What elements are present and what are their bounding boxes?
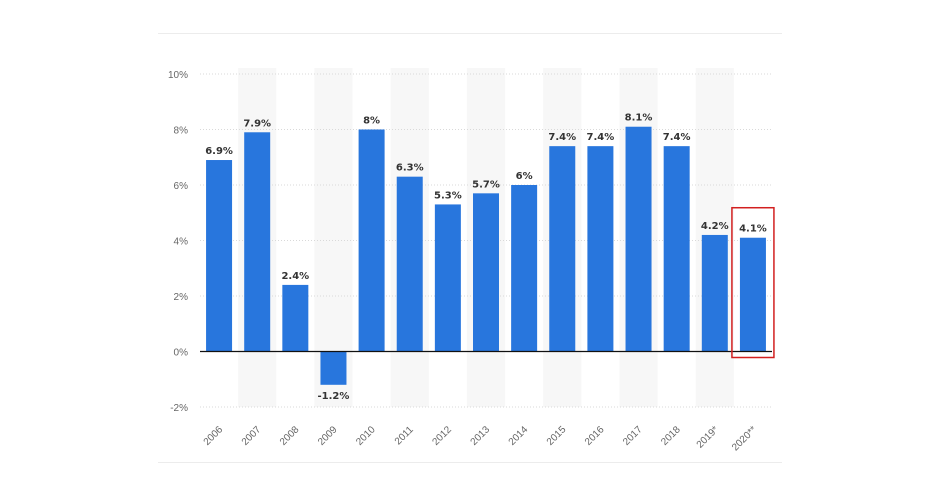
x-tick-label-2011: 2011 <box>393 424 416 447</box>
data-label-2006: 6.9% <box>205 146 233 157</box>
bar-2015[interactable] <box>549 146 576 352</box>
x-tick-label-2015: 2015 <box>545 424 569 448</box>
x-tick-label-2018: 2018 <box>659 424 683 448</box>
data-label-2018: 7.4% <box>663 132 691 143</box>
highlight <box>731 206 775 359</box>
data-label-2011: 6.3% <box>396 163 424 174</box>
y-tick-label: 10% <box>168 70 188 81</box>
x-tick-label-2019*: 2019* <box>695 424 721 450</box>
bar-2006[interactable] <box>206 160 233 352</box>
bar-2014[interactable] <box>511 185 538 352</box>
data-label-2015: 7.4% <box>548 132 576 143</box>
x-tick-label-2014: 2014 <box>507 424 531 448</box>
x-tick-label-2007: 2007 <box>240 424 264 448</box>
data-label-2014: 6% <box>516 171 533 182</box>
data-label-2016: 7.4% <box>587 132 615 143</box>
bar-2016[interactable] <box>587 146 614 352</box>
data-label-2010: 8% <box>363 116 380 127</box>
y-tick-label: -2% <box>170 403 188 414</box>
x-tick-label-2013: 2013 <box>469 424 493 448</box>
x-tick-label-2016: 2016 <box>583 424 607 448</box>
data-labels: 6.9% 7.9% 2.4% -1.2% 8% 6.3% 5.3% 5.7% 6% 7.4% 7.4… <box>205 113 767 402</box>
bar-chart: 6.9% 7.9% 2.4% -1.2% 8% 6.3% 5.3% 5.7% 6% 7.4% 7.4… <box>168 68 775 453</box>
bar-2011[interactable] <box>396 176 423 352</box>
chart-card: 6.9% 7.9% 2.4% -1.2% 8% 6.3% 5.3% 5.7% 6% 7.4% 7.4… <box>158 33 782 463</box>
x-tick-label-2006: 2006 <box>202 424 226 448</box>
bar-2013[interactable] <box>473 193 499 352</box>
bar-2017[interactable] <box>625 126 652 352</box>
x-tick-label-2008: 2008 <box>278 424 302 448</box>
bar-2008[interactable] <box>282 284 309 352</box>
data-label-2009: -1.2% <box>318 391 350 402</box>
x-tick-label-2009: 2009 <box>316 424 340 448</box>
y-tick-label: 6% <box>174 181 189 192</box>
data-label-2008: 2.4% <box>281 271 309 282</box>
bars <box>206 126 766 385</box>
bar-2007[interactable] <box>244 132 271 352</box>
y-axis-tick-labels: -2% 0% 2% 4% 6% 8% 10% <box>168 70 188 414</box>
data-label-2012: 5.3% <box>434 190 462 201</box>
bar-2009[interactable] <box>320 351 347 385</box>
bar-2012[interactable] <box>434 204 461 352</box>
y-tick-label: 8% <box>174 126 189 137</box>
data-label-2020**: 4.1% <box>739 224 767 235</box>
x-tick-label-2017: 2017 <box>621 424 645 448</box>
data-label-2019*: 4.2% <box>701 221 729 232</box>
x-tick-label-2010: 2010 <box>354 424 378 448</box>
x-axis-tick-labels: 2006 2007 2008 2009 2010 2011 2012 2013 2014 2015… <box>202 424 759 453</box>
y-tick-label: 2% <box>174 292 189 303</box>
x-tick-label-2012: 2012 <box>430 424 454 448</box>
data-label-2013: 5.7% <box>472 179 500 190</box>
bar-2010[interactable] <box>358 129 385 352</box>
data-label-2017: 8.1% <box>625 113 653 124</box>
bar-2020**[interactable] <box>739 237 766 352</box>
bar-2019*[interactable] <box>701 234 728 352</box>
highlight-box <box>731 206 775 359</box>
y-tick-label: 4% <box>174 237 189 248</box>
data-label-2007: 7.9% <box>243 118 271 129</box>
x-tick-label-2020**: 2020** <box>730 424 759 453</box>
column-band <box>314 68 353 407</box>
bar-2018[interactable] <box>663 146 690 352</box>
y-tick-label: 0% <box>174 348 189 359</box>
